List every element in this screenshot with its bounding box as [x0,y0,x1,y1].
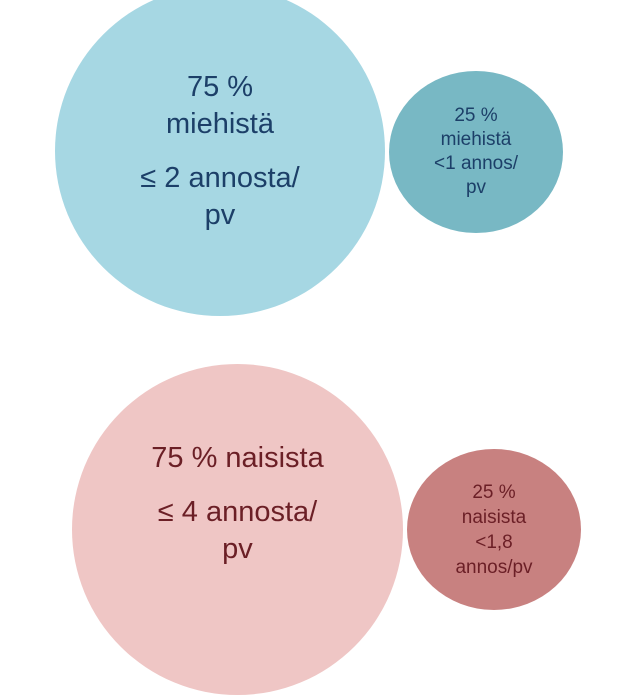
men-majority-amount: ≤ 2 annosta/ [140,161,300,194]
women-minority-amount: <1,8 [475,531,513,553]
men-majority-bubble: 75 % miehistä ≤ 2 annosta/ pv [55,0,385,316]
men-minority-percent: 25 % [454,105,498,126]
men-majority-group: miehistä [165,107,274,140]
men-majority-text: 75 % miehistä ≤ 2 annosta/ pv [140,69,299,234]
women-majority-percent-group: 75 % naisista [151,441,324,474]
men-majority-percent: 75 % [186,70,254,103]
men-majority-unit: pv [204,198,236,231]
men-minority-group: miehistä [440,129,512,150]
women-majority-amount: ≤ 4 annosta/ [157,495,318,528]
men-minority-text: 25 % miehistä <1 annos/ pv [434,104,518,200]
men-minority-amount: <1 annos/ [434,153,518,174]
men-minority-bubble: 25 % miehistä <1 annos/ pv [389,71,563,233]
women-majority-bubble: 75 % naisista ≤ 4 annosta/ pv [72,364,403,695]
women-minority-text: 25 % naisista <1,8 annos/pv [455,480,532,580]
women-minority-bubble: 25 % naisista <1,8 annos/pv [407,449,581,610]
women-minority-percent: 25 % [472,481,516,503]
men-minority-unit: pv [465,177,487,198]
women-majority-text: 75 % naisista ≤ 4 annosta/ pv [151,440,324,568]
women-majority-unit: pv [222,532,253,565]
women-minority-unit: annos/pv [455,556,533,578]
women-minority-group: naisista [461,506,527,528]
